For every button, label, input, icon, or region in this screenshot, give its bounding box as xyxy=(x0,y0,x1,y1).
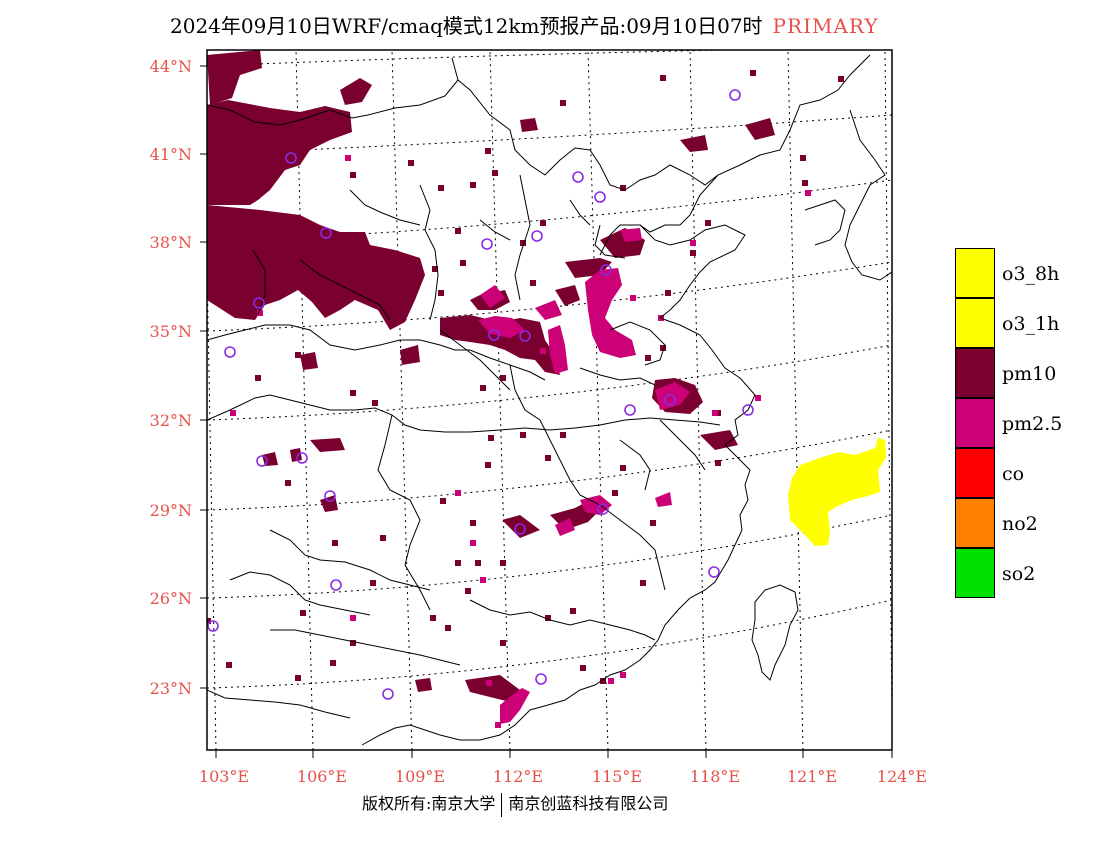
legend-label: pm2.5 xyxy=(1002,413,1063,435)
boundaries xyxy=(207,54,892,746)
lat-label: 35°N xyxy=(150,322,192,341)
lat-label: 29°N xyxy=(150,501,192,520)
lon-label: 118°E xyxy=(690,767,740,786)
legend-label: no2 xyxy=(1002,513,1038,535)
copyright-right: 南京创蓝科技有限公司 xyxy=(508,794,669,813)
lon-label: 103°E xyxy=(199,767,249,786)
copyright-left: 版权所有:南京大学 xyxy=(362,794,496,813)
map-frame xyxy=(206,49,893,751)
legend-swatch xyxy=(955,298,995,348)
legend-label: so2 xyxy=(1002,563,1036,585)
legend-label: o3_1h xyxy=(1002,313,1060,335)
legend-label: pm10 xyxy=(1002,363,1057,385)
legend-swatch xyxy=(955,248,995,298)
primary-tag: PRIMARY xyxy=(772,14,879,38)
lat-label: 41°N xyxy=(150,145,192,164)
lat-label: 38°N xyxy=(150,233,192,252)
lon-label: 124°E xyxy=(877,767,927,786)
station-markers xyxy=(207,89,754,700)
lon-label: 115°E xyxy=(592,767,642,786)
copyright-footer: 版权所有:南京大学 南京创蓝科技有限公司 xyxy=(362,790,668,817)
legend-swatch xyxy=(955,348,995,398)
footer-separator xyxy=(501,792,503,817)
graticule xyxy=(207,50,892,750)
lat-label: 44°N xyxy=(150,57,192,76)
o3-area xyxy=(788,438,886,546)
map-title: 2024年09月10日WRF/cmaq模式12km预报产品:09月10日07时 P… xyxy=(170,10,1000,39)
lat-label: 26°N xyxy=(150,589,192,608)
legend-swatch xyxy=(955,398,995,448)
lon-label: 121°E xyxy=(787,767,837,786)
legend-swatch xyxy=(955,498,995,548)
lat-label: 23°N xyxy=(150,679,192,698)
latitude-labels: 44°N 41°N 38°N 35°N 32°N 29°N 26°N 23°N xyxy=(150,57,192,698)
lon-label: 106°E xyxy=(297,767,347,786)
lat-label: 32°N xyxy=(150,411,192,430)
pm25-areas xyxy=(478,228,690,724)
legend-swatch xyxy=(955,448,995,498)
pm10-pixels xyxy=(207,70,844,684)
pm10-areas xyxy=(207,50,775,702)
longitude-labels: 103°E 106°E 109°E 112°E 115°E 118°E 121°… xyxy=(199,767,927,786)
lon-label: 109°E xyxy=(395,767,445,786)
legend-swatch xyxy=(955,548,995,598)
title-text: 2024年09月10日WRF/cmaq模式12km预报产品:09月10日07时 xyxy=(170,14,763,38)
lon-label: 112°E xyxy=(493,767,543,786)
legend-label: co xyxy=(1002,463,1025,485)
tick-marks xyxy=(200,65,893,758)
legend-label: o3_8h xyxy=(1002,263,1060,285)
